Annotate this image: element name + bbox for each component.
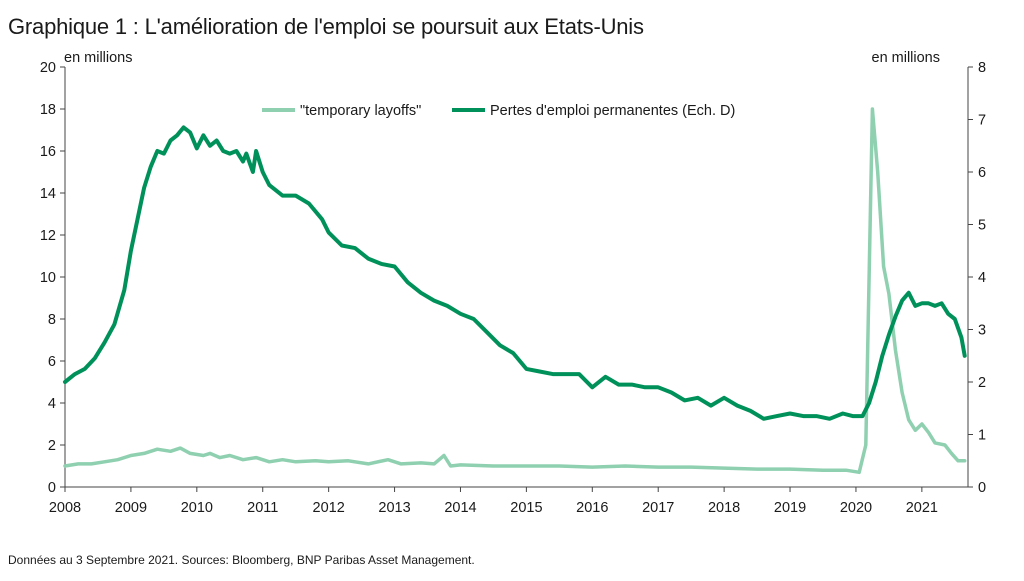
- x-tick-label: 2018: [708, 500, 740, 516]
- right-tick-label: 4: [978, 270, 986, 286]
- x-tick-label: 2019: [774, 500, 806, 516]
- x-tick-label: 2012: [313, 500, 345, 516]
- left-tick-label: 16: [40, 144, 56, 160]
- x-tick-label: 2013: [378, 500, 410, 516]
- x-tick-label: 2014: [444, 500, 476, 516]
- x-tick-label: 2021: [906, 500, 938, 516]
- x-tick-label: 2009: [115, 500, 147, 516]
- x-tick-label: 2016: [576, 500, 608, 516]
- x-tick-label: 2020: [840, 500, 872, 516]
- left-tick-label: 18: [40, 102, 56, 118]
- right-tick-label: 1: [978, 428, 986, 444]
- chart-title: Graphique 1 : L'amélioration de l'emploi…: [8, 14, 644, 39]
- legend-label-permanent-job-losses: Pertes d'emploi permanentes (Ech. D): [490, 103, 735, 119]
- right-tick-label: 6: [978, 165, 986, 181]
- right-tick-label: 2: [978, 375, 986, 391]
- x-tick-label: 2011: [247, 500, 278, 516]
- left-tick-label: 10: [40, 270, 56, 286]
- right-axis-unit: en millions: [872, 50, 941, 66]
- left-tick-label: 4: [48, 396, 56, 412]
- series-line-temporary-layoffs: [63, 107, 967, 475]
- left-tick-label: 14: [40, 186, 56, 202]
- x-tick-label: 2017: [642, 500, 674, 516]
- left-axis-unit: en millions: [64, 50, 133, 66]
- right-tick-label: 3: [978, 323, 986, 339]
- right-tick-label: 8: [978, 60, 986, 76]
- x-tick-label: 2015: [510, 500, 542, 516]
- right-tick-label: 5: [978, 218, 986, 234]
- left-tick-label: 2: [48, 438, 56, 454]
- chart-legend: "temporary layoffs" Pertes d'emploi perm…: [262, 103, 735, 119]
- x-tick-label: 2010: [181, 500, 213, 516]
- chart-series: [63, 107, 967, 475]
- series-line-permanent-job-losses: [63, 125, 967, 421]
- left-tick-label: 6: [48, 354, 56, 370]
- left-tick-label: 0: [48, 480, 56, 496]
- left-tick-label: 20: [40, 60, 56, 76]
- legend-label-temporary-layoffs: "temporary layoffs": [300, 103, 421, 119]
- x-tick-label: 2008: [49, 500, 81, 516]
- right-tick-label: 7: [978, 113, 986, 129]
- right-tick-label: 0: [978, 480, 986, 496]
- left-tick-label: 8: [48, 312, 56, 328]
- source-note: Données au 3 Septembre 2021. Sources: Bl…: [8, 553, 475, 567]
- left-tick-label: 12: [40, 228, 56, 244]
